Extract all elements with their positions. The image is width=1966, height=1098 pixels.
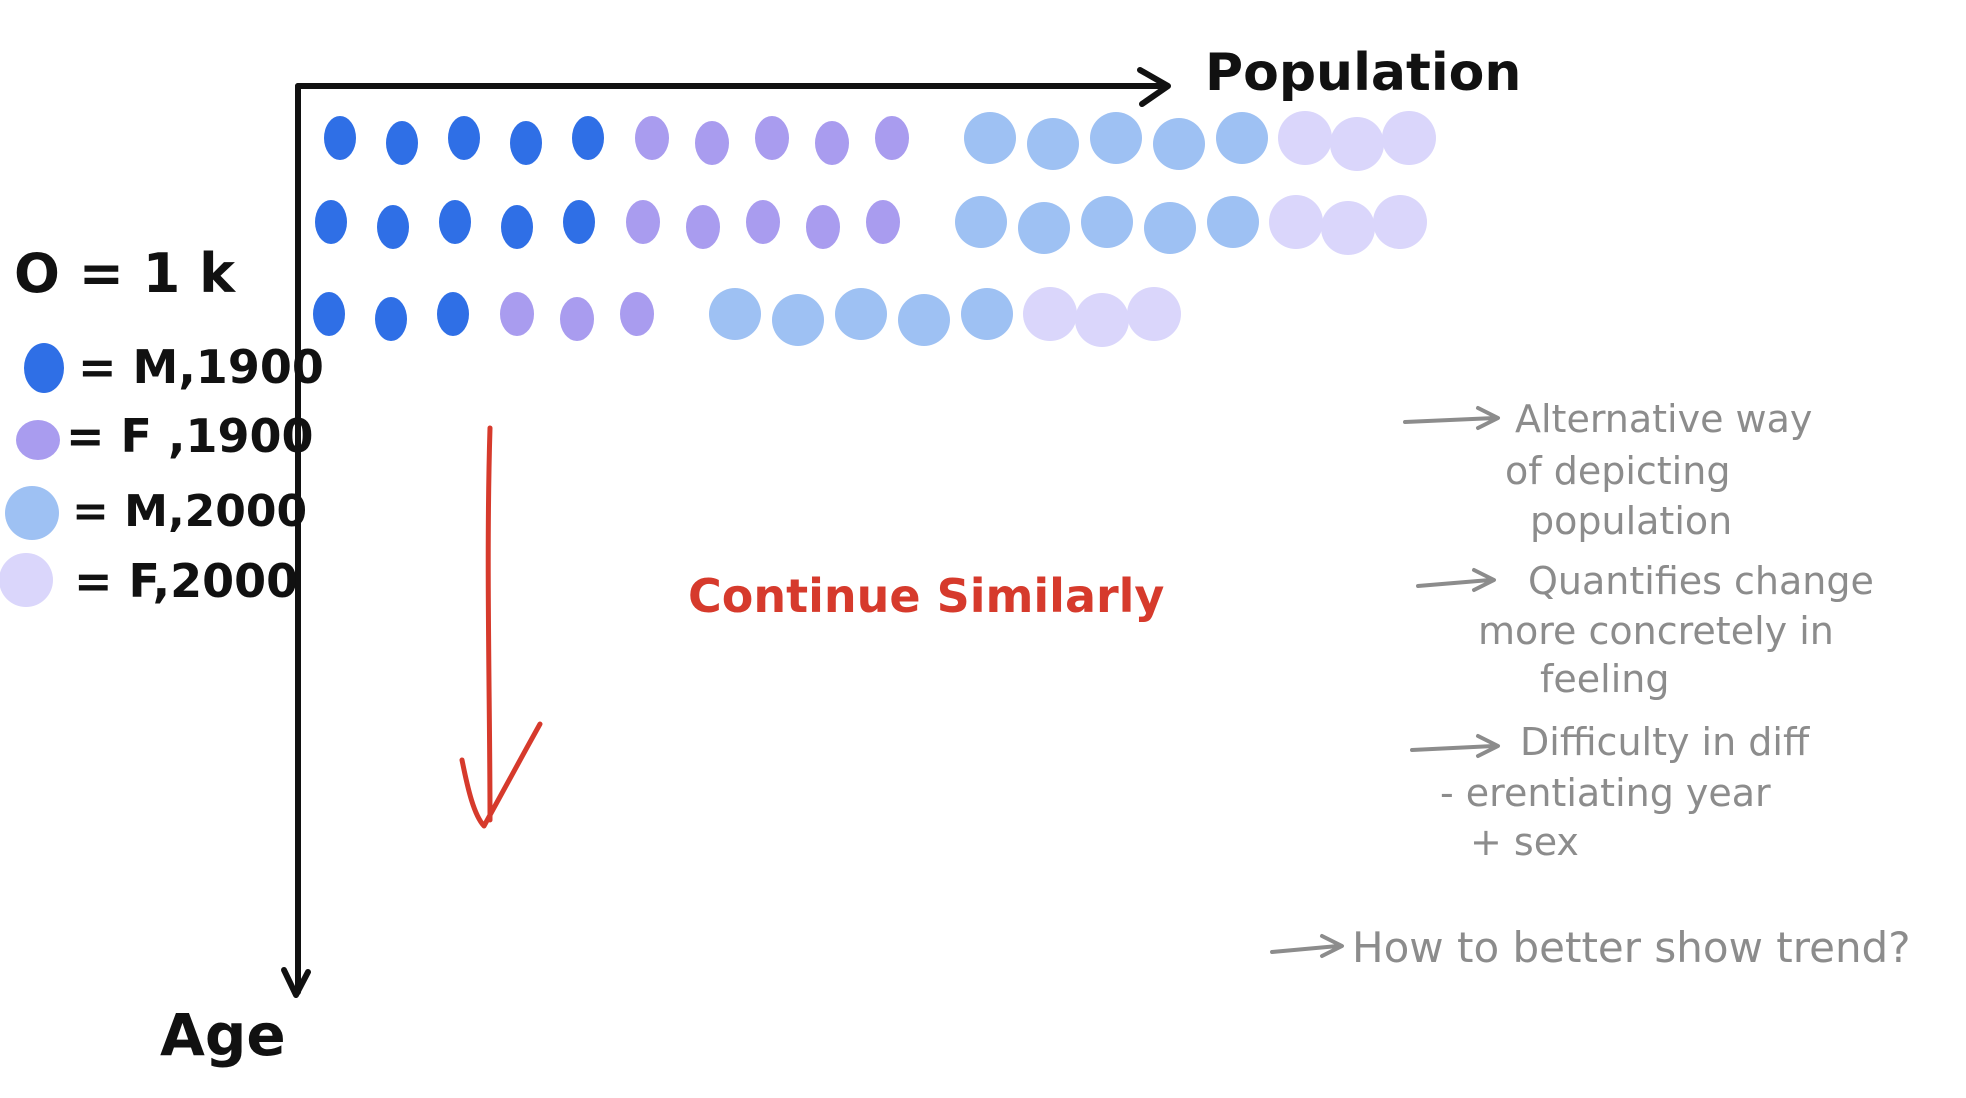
dot-f2000-row2 <box>1321 201 1375 255</box>
note-1-line-2: of depicting <box>1505 449 1730 493</box>
dot-m2000-row3 <box>772 294 824 346</box>
y-axis-label: Age <box>160 1001 286 1069</box>
legend-label-f2000: = F,2000 <box>74 554 298 608</box>
note-arrow-4 <box>1270 934 1344 958</box>
dot-f2000-row2 <box>1269 195 1323 249</box>
note-3-line-1: Difficulty in diff <box>1520 720 1810 764</box>
dot-m1900-row1 <box>448 116 480 160</box>
dot-m1900-row1 <box>324 116 356 160</box>
dot-m1900-row2 <box>377 205 409 249</box>
dot-f2000-row3 <box>1023 287 1077 341</box>
legend-label-m2000: = M,2000 <box>72 486 307 537</box>
note-arrow-2 <box>1416 568 1496 592</box>
dot-f1900-row3 <box>560 297 594 341</box>
note-1-line-1: Alternative way <box>1515 397 1812 441</box>
dot-m2000-row1 <box>1027 118 1079 170</box>
dot-m2000-row2 <box>1081 196 1133 248</box>
note-2-line-2: more concretely in <box>1478 609 1834 653</box>
y-axis-arrowhead <box>281 967 311 998</box>
legend-swatch-m2000 <box>5 486 59 540</box>
dot-m2000-row3 <box>709 288 761 340</box>
dot-f1900-row1 <box>695 121 729 165</box>
dot-m2000-row1 <box>1216 112 1268 164</box>
dot-m2000-row2 <box>1144 202 1196 254</box>
dot-m1900-row1 <box>572 116 604 160</box>
dot-m1900-row1 <box>386 121 418 165</box>
note-3-line-2: - erentiating year <box>1440 771 1771 815</box>
legend: O = 1 k = M,1900 = F ,1900 = M,2000 = F,… <box>0 242 324 608</box>
dot-m1900-row3 <box>375 297 407 341</box>
dot-f1900-row1 <box>875 116 909 160</box>
dot-m1900-row2 <box>563 200 595 244</box>
dot-f2000-row2 <box>1373 195 1427 249</box>
dot-m1900-row3 <box>437 292 469 336</box>
dot-m2000-row2 <box>955 196 1007 248</box>
dot-f1900-row1 <box>815 121 849 165</box>
continue-arrow <box>485 425 493 823</box>
dot-f1900-row2 <box>866 200 900 244</box>
dot-f1900-row2 <box>686 205 720 249</box>
dot-m1900-row2 <box>501 205 533 249</box>
dot-m1900-row1 <box>510 121 542 165</box>
dot-m2000-row1 <box>964 112 1016 164</box>
legend-label-m1900: = M,1900 <box>78 340 324 394</box>
dot-f2000-row1 <box>1382 111 1436 165</box>
x-axis-label: Population <box>1205 43 1521 103</box>
note-2-line-1: Quantifies change <box>1528 559 1874 603</box>
note-2-line-3: feeling <box>1540 657 1669 701</box>
dot-m1900-row2 <box>439 200 471 244</box>
legend-label-f1900: = F ,1900 <box>66 409 314 463</box>
continue-annotation: Continue Similarly <box>688 569 1164 623</box>
dot-m2000-row3 <box>961 288 1013 340</box>
dot-m1900-row2 <box>315 200 347 244</box>
dot-m2000-row3 <box>898 294 950 346</box>
dot-m2000-row3 <box>835 288 887 340</box>
dot-f2000-row3 <box>1127 287 1181 341</box>
dot-f1900-row2 <box>806 205 840 249</box>
continue-arrowhead <box>459 721 543 829</box>
dot-f1900-row1 <box>635 116 669 160</box>
dot-f2000-row3 <box>1075 293 1129 347</box>
dot-f1900-row2 <box>746 200 780 244</box>
dot-f1900-row3 <box>500 292 534 336</box>
dot-f2000-row1 <box>1330 117 1384 171</box>
population-dots <box>313 111 1436 347</box>
dot-m2000-row2 <box>1018 202 1070 254</box>
dot-f2000-row1 <box>1278 111 1332 165</box>
legend-swatch-f1900 <box>16 420 60 460</box>
note-4-line-1: How to better show trend? <box>1352 923 1911 972</box>
dot-f1900-row1 <box>755 116 789 160</box>
x-axis-arrowhead <box>1137 67 1171 107</box>
dot-m2000-row1 <box>1153 118 1205 170</box>
dot-m1900-row3 <box>313 292 345 336</box>
dot-m2000-row2 <box>1207 196 1259 248</box>
legend-unit: O = 1 k <box>14 242 236 305</box>
dot-f1900-row2 <box>626 200 660 244</box>
note-3-line-3: + sex <box>1470 820 1579 864</box>
note-arrow-1 <box>1403 406 1500 430</box>
legend-swatch-m1900 <box>24 343 64 393</box>
dot-f1900-row3 <box>620 292 654 336</box>
note-arrow-3 <box>1410 734 1500 758</box>
notes: Alternative way of depicting population … <box>1270 397 1911 972</box>
note-1-line-3: population <box>1530 499 1732 543</box>
dot-m2000-row1 <box>1090 112 1142 164</box>
legend-swatch-f2000 <box>0 553 53 607</box>
